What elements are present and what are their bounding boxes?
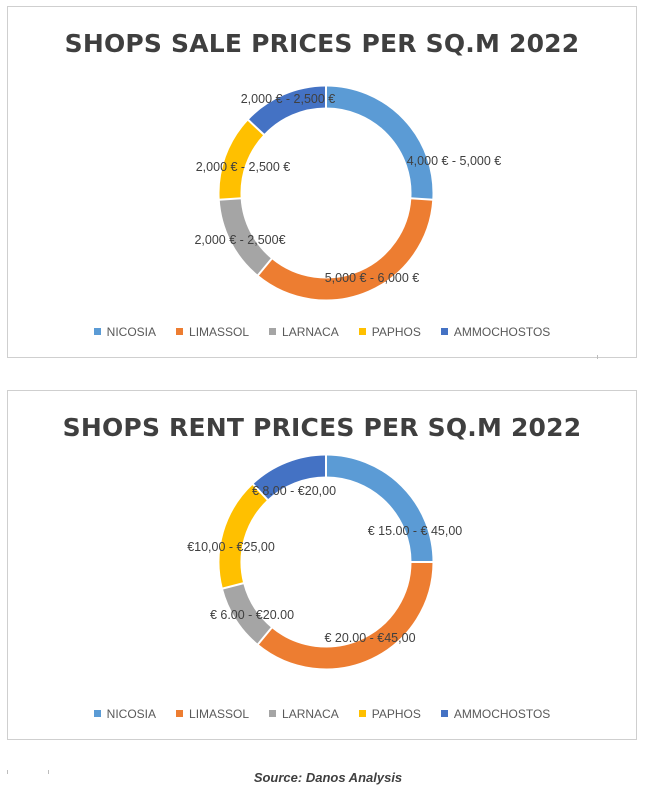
sale-prices-chart: SHOPS SALE PRICES PER SQ.M 2022 4,000 € …: [7, 6, 637, 358]
legend-swatch: [176, 710, 184, 717]
data-label-paphos: 2,000 € - 2,500 €: [196, 160, 291, 174]
legend-label: AMMOCHOSTOS: [453, 325, 551, 339]
legend-swatch: [93, 710, 101, 717]
stray-mark: [7, 770, 8, 774]
donut-slice-nicosia: [325, 455, 433, 563]
legend-label: LARNACA: [282, 707, 339, 721]
source-note: Source: Danos Analysis: [253, 770, 403, 785]
legend-item-ammochostos: AMMOCHOSTOS: [440, 707, 551, 721]
donut-slice-paphos: [219, 484, 268, 589]
legend-item-larnaca: LARNACA: [269, 325, 339, 339]
data-label-ammochostos: € 8.00 - €20,00: [252, 484, 336, 498]
legend-swatch: [269, 710, 277, 717]
data-label-ammochostos: 2,000 € - 2,500 €: [241, 92, 336, 106]
slice-separator: [246, 118, 266, 136]
stray-mark: [597, 355, 598, 359]
slice-separator: [218, 197, 242, 201]
slice-separator: [256, 257, 273, 277]
chart-legend: NICOSIA LIMASSOL LARNACA PAPHOS AMMOCHOSTOS: [8, 707, 636, 721]
data-label-nicosia: € 15.00 - € 45,00: [368, 524, 463, 538]
data-label-limassol: € 20.00 - €45,00: [324, 631, 415, 645]
data-label-paphos: €10,00 - €25,00: [187, 540, 275, 554]
legend-swatch: [176, 328, 184, 335]
legend-label: PAPHOS: [371, 325, 421, 339]
slice-separator: [251, 482, 269, 502]
data-label-nicosia: 4,000 € - 5,000 €: [407, 154, 502, 168]
legend-swatch: [440, 328, 448, 335]
data-label-limassol: 5,000 € - 6,000 €: [325, 271, 420, 285]
legend-item-paphos: PAPHOS: [358, 707, 421, 721]
legend-label: LIMASSOL: [189, 325, 250, 339]
legend-item-limassol: LIMASSOL: [176, 707, 249, 721]
legend-item-nicosia: NICOSIA: [93, 707, 157, 721]
legend-item-limassol: LIMASSOL: [176, 325, 249, 339]
legend-item-larnaca: LARNACA: [269, 707, 339, 721]
donut-slice-ammochostos: [248, 86, 327, 135]
donut-slice-limassol: [258, 198, 433, 300]
stray-mark: [48, 770, 49, 774]
data-label-larnaca: 2,000 € - 2,500€: [194, 233, 285, 247]
legend-swatch: [358, 710, 366, 717]
donut-slice-larnaca: [222, 582, 272, 645]
data-label-larnaca: € 6.00 - €20.00: [210, 608, 294, 622]
legend-item-ammochostos: AMMOCHOSTOS: [440, 325, 551, 339]
legend-label: PAPHOS: [371, 707, 421, 721]
donut-slice-nicosia: [325, 86, 433, 200]
donut-slice-ammochostos: [253, 455, 327, 500]
legend-swatch: [440, 710, 448, 717]
legend-label: LIMASSOL: [189, 707, 250, 721]
rent-prices-chart: SHOPS RENT PRICES PER SQ.M 2022 € 15.00 …: [7, 390, 637, 740]
legend-label: LARNACA: [282, 325, 339, 339]
chart-legend: NICOSIA LIMASSOL LARNACA PAPHOS AMMOCHOSTOS: [8, 325, 636, 339]
donut-slice-paphos: [219, 120, 264, 200]
legend-swatch: [93, 328, 101, 335]
legend-item-paphos: PAPHOS: [358, 325, 421, 339]
slice-separator: [256, 626, 273, 646]
donut-slice-limassol: [258, 561, 433, 669]
donut-slice-larnaca: [219, 198, 272, 276]
legend-swatch: [358, 328, 366, 335]
legend-label: NICOSIA: [106, 325, 157, 339]
slice-separator: [410, 197, 434, 201]
legend-item-nicosia: NICOSIA: [93, 325, 157, 339]
legend-label: AMMOCHOSTOS: [453, 707, 551, 721]
slice-separator: [221, 582, 245, 590]
legend-label: NICOSIA: [106, 707, 157, 721]
rent-donut-chart: € 15.00 - € 45,00 € 20.00 - €45,00 € 6.00 …: [187, 454, 463, 669]
legend-swatch: [269, 328, 277, 335]
sale-donut-chart: 4,000 € - 5,000 € 5,000 € - 6,000 € 2,000 …: [194, 85, 502, 300]
chart-title: SHOPS RENT PRICES PER SQ.M 2022: [62, 413, 582, 442]
chart-title: SHOPS SALE PRICES PER SQ.M 2022: [64, 29, 580, 58]
